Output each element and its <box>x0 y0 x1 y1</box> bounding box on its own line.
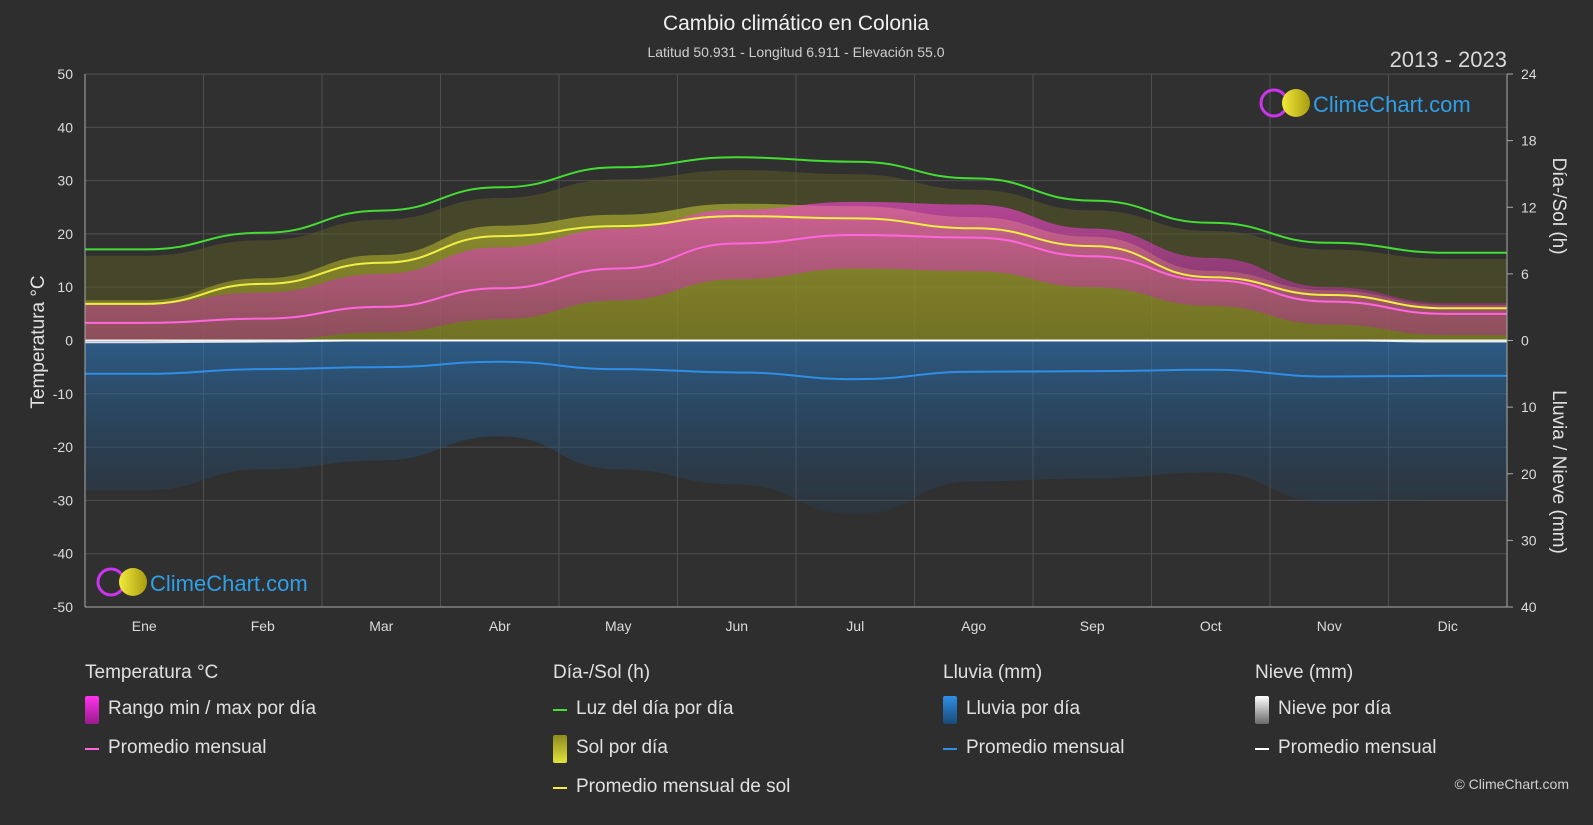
temp-avg-swatch <box>85 748 99 750</box>
y-right-bottom-tick-label: 10 <box>1521 399 1537 415</box>
legend-item: Rango min / max por día <box>85 696 317 737</box>
x-tick-label: Ene <box>132 618 157 634</box>
legend-item-label: Promedio mensual <box>966 737 1125 758</box>
snow-swatch <box>1255 696 1269 724</box>
x-tick-label: Jul <box>846 618 864 634</box>
y-left-tick-label: -10 <box>53 386 73 402</box>
legend-heading: Temperatura °C <box>85 662 219 683</box>
y-axis-left-label: Temperatura °C <box>28 275 49 408</box>
logo-sun-icon <box>1282 89 1310 117</box>
legend-item: Nieve por día <box>1255 696 1436 737</box>
legend-item-label: Promedio mensual <box>108 737 267 758</box>
logo-bottom-text: ClimeChart.com <box>150 571 308 596</box>
daylight-swatch <box>553 709 567 711</box>
y-left-tick-label: 30 <box>57 173 73 189</box>
legend-item: Promedio mensual <box>943 737 1124 776</box>
sunshine-avg-swatch <box>553 787 567 789</box>
axes: 50 40 30 20 10 0 -10 -20 -30 -40 -50 24 18 12 6 0 10 20 30… <box>53 66 1537 634</box>
rain-avg-line <box>85 360 1507 381</box>
temp-avg-line <box>84 233 1507 324</box>
y-right-top-tick-label: 6 <box>1521 266 1529 282</box>
y-left-tick-label: 40 <box>57 119 73 135</box>
legend-item: Promedio mensual <box>85 737 316 776</box>
x-tick-label: Jun <box>725 618 748 634</box>
rain-area <box>85 340 1507 515</box>
y-left-tick-label: -40 <box>53 546 73 562</box>
x-tick-label: Sep <box>1080 618 1105 634</box>
legend-dia-sol: Día-/Sol (h) Luz del día por día Sol por… <box>553 662 790 815</box>
y-left-tick-label: 20 <box>57 226 73 242</box>
legend-item: Sol por día <box>553 735 790 776</box>
y-left-tick-label: 0 <box>65 333 73 349</box>
legend-item: Luz del día por día <box>553 698 790 737</box>
logo-sun-icon <box>119 568 147 596</box>
y-right-top-tick-label: 24 <box>1521 66 1537 82</box>
legend-temperatura: Temperatura °C Rango min / max por día P… <box>85 662 316 776</box>
legend-heading: Nieve (mm) <box>1255 662 1354 683</box>
x-tick-label: Dic <box>1438 618 1458 634</box>
y-left-tick-label: -30 <box>53 492 73 508</box>
sunshine-avg-line <box>85 215 1507 310</box>
legend-item: Promedio mensual de sol <box>553 776 790 815</box>
y-left-tick-label: 50 <box>57 66 73 82</box>
y-right-bottom-tick-label: 40 <box>1521 599 1537 615</box>
y-right-top-tick-label: 12 <box>1521 199 1537 215</box>
snow-avg-line <box>84 339 1507 344</box>
legend-item-label: Nieve por día <box>1278 698 1392 719</box>
temp-range-swatch <box>85 696 99 724</box>
year-range: 2013 - 2023 <box>1390 47 1507 72</box>
copyright: © ClimeChart.com <box>1454 776 1569 792</box>
legend-item: Promedio mensual <box>1255 737 1436 776</box>
x-tick-label: May <box>605 618 631 634</box>
logo-top-text: ClimeChart.com <box>1313 92 1471 117</box>
legend-lluvia: Lluvia (mm) Lluvia por día Promedio mens… <box>943 662 1124 776</box>
chart-title: Cambio climático en Colonia <box>663 12 929 35</box>
temp-range-area <box>85 201 1507 344</box>
y-left-tick-label: -20 <box>53 439 73 455</box>
rain-avg-swatch <box>943 748 957 750</box>
x-tick-label: Abr <box>489 618 511 634</box>
x-tick-label: Nov <box>1317 618 1342 634</box>
legend-item: Lluvia por día <box>943 696 1124 737</box>
legend-nieve: Nieve (mm) Nieve por día Promedio mensua… <box>1255 662 1436 776</box>
logo-top: ClimeChart.com <box>1259 88 1471 118</box>
daylight-line <box>85 156 1507 254</box>
logo-bottom: ClimeChart.com <box>96 567 308 597</box>
data-lines <box>84 156 1507 381</box>
sunshine-swatch <box>553 735 567 763</box>
x-tick-label: Oct <box>1200 618 1222 634</box>
x-tick-label: Feb <box>251 618 275 634</box>
legend-heading: Lluvia (mm) <box>943 662 1043 683</box>
y-left-tick-label: 10 <box>57 279 73 295</box>
legend-item-label: Promedio mensual <box>1278 737 1437 758</box>
snow-avg-swatch <box>1255 748 1269 750</box>
legend-item-label: Lluvia por día <box>966 698 1081 719</box>
legend-item-label: Promedio mensual de sol <box>576 776 791 797</box>
legend-item-label: Luz del día por día <box>576 698 734 719</box>
x-tick-label: Mar <box>369 618 393 634</box>
y-right-bottom-tick-label: 20 <box>1521 466 1537 482</box>
y-axis-right-bottom-label: Lluvia / Nieve (mm) <box>1548 390 1569 554</box>
y-left-tick-label: -50 <box>53 599 73 615</box>
legend-item-label: Rango min / max por día <box>108 698 317 719</box>
y-axis-right-top-label: Día-/Sol (h) <box>1548 157 1569 254</box>
legend-heading: Día-/Sol (h) <box>553 662 651 683</box>
chart-subtitle: Latitud 50.931 - Longitud 6.911 - Elevac… <box>647 44 944 60</box>
y-right-bottom-tick-label: 30 <box>1521 532 1537 548</box>
legend-item-label: Sol por día <box>576 737 668 758</box>
x-tick-label: Ago <box>961 618 986 634</box>
rain-swatch <box>943 696 957 724</box>
y-right-top-tick-label: 18 <box>1521 133 1537 149</box>
y-right-top-tick-label: 0 <box>1521 333 1529 349</box>
